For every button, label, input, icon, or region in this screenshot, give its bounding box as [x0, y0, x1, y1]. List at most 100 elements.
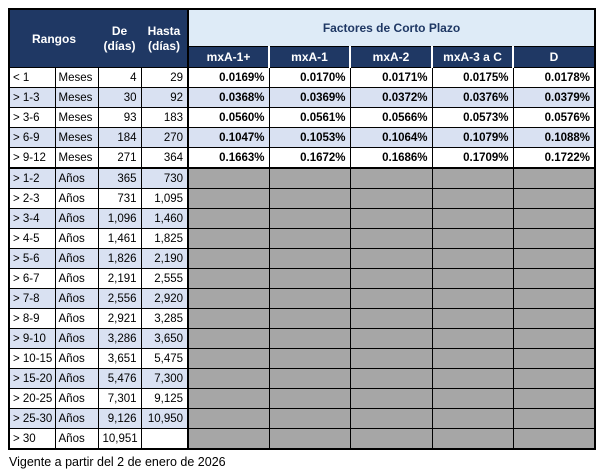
unit-cell: Años [54, 388, 99, 409]
factor-value-cell: 0.1686% [349, 147, 433, 169]
unit-cell: Años [54, 428, 99, 450]
de-days-cell: 4 [97, 67, 142, 88]
range-cell: > 20-25 [8, 388, 56, 409]
de-days-cell: 10,951 [97, 428, 142, 450]
range-cell: > 1-2 [8, 167, 56, 189]
range-cell: > 25-30 [8, 408, 56, 429]
de-days-cell: 365 [97, 167, 142, 189]
range-cell: < 1 [8, 67, 56, 88]
hasta-days-cell: 2,555 [140, 268, 190, 289]
empty-factor-cell [268, 308, 351, 329]
unit-cell: Años [54, 167, 99, 189]
empty-factor-cell [349, 328, 433, 349]
empty-factor-cell [187, 248, 270, 269]
factor-value-cell: 0.1088% [512, 127, 596, 148]
empty-factor-cell [268, 408, 351, 429]
unit-cell: Meses [54, 107, 99, 128]
hasta-days-cell: 730 [140, 167, 190, 189]
empty-factor-cell [268, 368, 351, 389]
de-days-cell: 731 [97, 188, 142, 209]
empty-factor-cell [349, 388, 433, 409]
effective-date-note: Vigente a partir del 2 de enero de 2026 [9, 455, 226, 469]
hasta-days-cell: 5,475 [140, 348, 190, 369]
empty-factor-cell [268, 208, 351, 229]
factor-value-cell: 0.0379% [512, 87, 596, 108]
table-row: > 1-3 Meses 30 92 0.0368% 0.0369% 0.0372% 0.037… [8, 87, 596, 108]
range-cell: > 9-12 [8, 147, 56, 169]
empty-factor-cell [268, 167, 351, 189]
table-row: > 30 Años 10,951 [8, 428, 596, 450]
empty-factor-cell [187, 167, 270, 189]
unit-cell: Años [54, 268, 99, 289]
de-days-cell: 271 [97, 147, 142, 169]
hasta-days-cell: 1,460 [140, 208, 190, 229]
table-row: > 9-12 Meses 271 364 0.1663% 0.1672% 0.1686% 0.… [8, 147, 596, 169]
factor-value-cell: 0.0376% [431, 87, 514, 108]
table-row: > 15-20 Años 5,476 7,300 [8, 368, 596, 389]
hasta-days-cell: 364 [140, 147, 190, 169]
factor-value-cell: 0.0170% [268, 67, 351, 88]
unit-cell: Años [54, 228, 99, 249]
empty-factor-cell [431, 368, 514, 389]
unit-cell: Meses [54, 147, 99, 169]
unit-cell: Meses [54, 87, 99, 108]
empty-factor-cell [349, 208, 433, 229]
unit-cell: Años [54, 248, 99, 269]
empty-factor-cell [431, 248, 514, 269]
hasta-days-cell: 7,300 [140, 368, 190, 389]
hasta-days-cell: 10,950 [140, 408, 190, 429]
hasta-days-cell: 3,285 [140, 308, 190, 329]
empty-factor-cell [187, 268, 270, 289]
factor-value-cell: 0.1047% [187, 127, 270, 148]
rating-column-header: mxA-1 [268, 46, 351, 68]
hasta-days-cell [140, 428, 190, 450]
factor-value-cell: 0.0576% [512, 107, 596, 128]
empty-factor-cell [349, 348, 433, 369]
de-days-cell: 3,286 [97, 328, 142, 349]
range-cell: > 1-3 [8, 87, 56, 108]
empty-factor-cell [187, 288, 270, 309]
factor-value-cell: 0.0372% [349, 87, 433, 108]
unit-cell: Años [54, 328, 99, 349]
empty-factor-cell [268, 388, 351, 409]
range-cell: > 30 [8, 428, 56, 450]
rating-column-header: mxA-2 [349, 46, 433, 68]
rating-column-header: mxA-1+ [187, 46, 270, 68]
unit-cell: Años [54, 188, 99, 209]
range-cell: > 6-9 [8, 127, 56, 148]
empty-factor-cell [187, 408, 270, 429]
table-row: > 20-25 Años 7,301 9,125 [8, 388, 596, 409]
empty-factor-cell [268, 268, 351, 289]
factor-value-cell: 0.0171% [349, 67, 433, 88]
de-days-cell: 7,301 [97, 388, 142, 409]
range-cell: > 8-9 [8, 308, 56, 329]
factor-value-cell: 0.1722% [512, 147, 596, 169]
de-days-cell: 9,126 [97, 408, 142, 429]
hasta-days-cell: 270 [140, 127, 190, 148]
empty-factor-cell [349, 268, 433, 289]
unit-cell: Años [54, 408, 99, 429]
de-days-cell: 5,476 [97, 368, 142, 389]
empty-factor-cell [187, 188, 270, 209]
empty-factor-cell [349, 248, 433, 269]
empty-factor-cell [431, 408, 514, 429]
empty-factor-cell [431, 388, 514, 409]
empty-factor-cell [268, 428, 351, 450]
rangos-header: Rangos [9, 9, 99, 68]
hasta-days-cell: 92 [140, 87, 190, 108]
hasta-days-cell: 9,125 [140, 388, 190, 409]
unit-cell: Años [54, 308, 99, 329]
empty-factor-cell [512, 308, 596, 329]
unit-cell: Meses [54, 67, 99, 88]
de-days-cell: 30 [97, 87, 142, 108]
empty-factor-cell [349, 428, 433, 450]
empty-factor-cell [431, 428, 514, 450]
factor-value-cell: 0.0178% [512, 67, 596, 88]
table-row: > 8-9 Años 2,921 3,285 [8, 308, 596, 329]
de-days-cell: 1,461 [97, 228, 142, 249]
range-cell: > 5-6 [8, 248, 56, 269]
empty-factor-cell [431, 228, 514, 249]
factor-value-cell: 0.1709% [431, 147, 514, 169]
de-days-cell: 1,826 [97, 248, 142, 269]
